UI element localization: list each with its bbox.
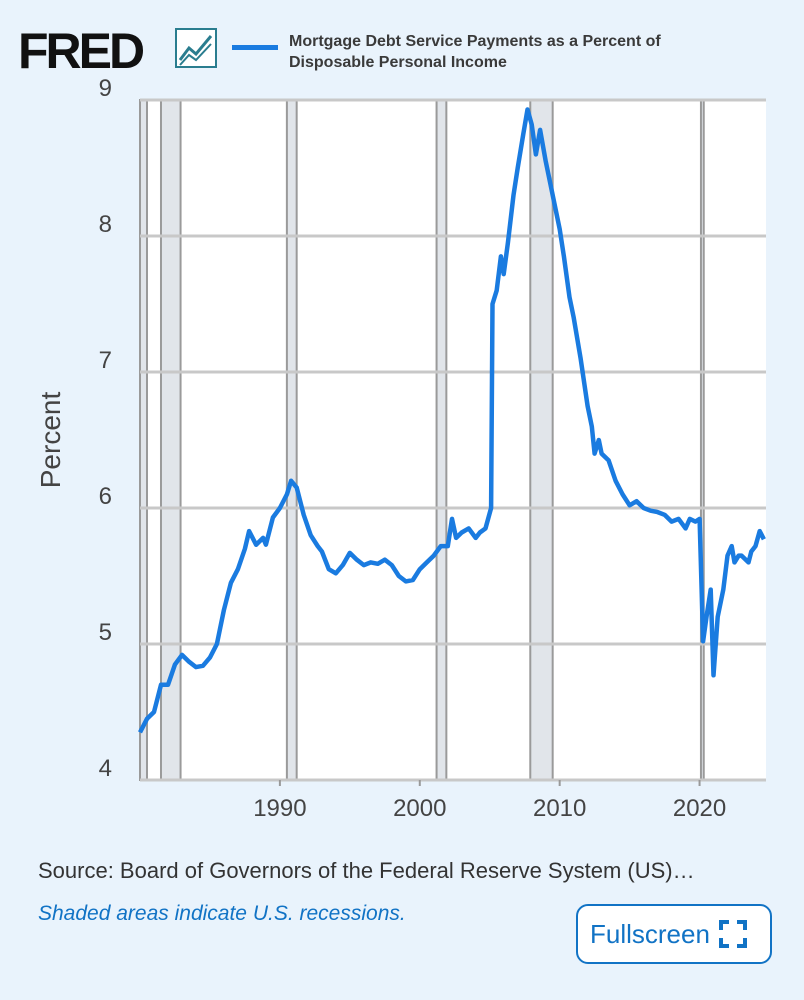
x-tick-label: 1990: [253, 795, 306, 822]
x-tick-label: 2020: [673, 795, 726, 822]
icon-line: [178, 35, 213, 61]
logo-icon: [175, 28, 217, 68]
legend-swatch: [232, 45, 278, 50]
fullscreen-icon[interactable]: [718, 919, 748, 949]
y-tick-label: 5: [99, 619, 112, 646]
x-tick-label: 2000: [393, 795, 446, 822]
logo: FRED: [18, 23, 145, 79]
icon-line: [179, 43, 212, 66]
plot-area: [140, 100, 766, 780]
note: Shaded areas indicate U.S. recessions.: [38, 902, 406, 925]
chart: 4 5 6 7 8 9 1990 2000 2010 2020 Percent: [35, 75, 766, 822]
recession-band: [699, 99, 705, 781]
y-tick-label: 4: [99, 755, 112, 782]
y-tick-label: 8: [99, 211, 112, 238]
button-label[interactable]: Fullscreen: [590, 918, 710, 949]
recession-band: [285, 99, 298, 781]
y-tick-label: 6: [99, 483, 112, 510]
fullscreen-button[interactable]: Fullscreen: [576, 904, 772, 964]
x-tick-label: 2010: [533, 795, 586, 822]
icon-corners[interactable]: [718, 920, 747, 948]
y-tick-label: 9: [99, 75, 112, 102]
series-line: [137, 107, 766, 734]
recession-band: [139, 99, 148, 781]
source: Source: Board of Governors of the Federa…: [38, 858, 695, 883]
recession-band: [529, 99, 554, 781]
y-tick-label: 7: [99, 347, 112, 374]
legend-label: Mortgage Debt Service Payments as a Perc…: [289, 33, 661, 71]
y-axis-label: Percent: [35, 392, 66, 489]
recession-band: [435, 99, 448, 781]
